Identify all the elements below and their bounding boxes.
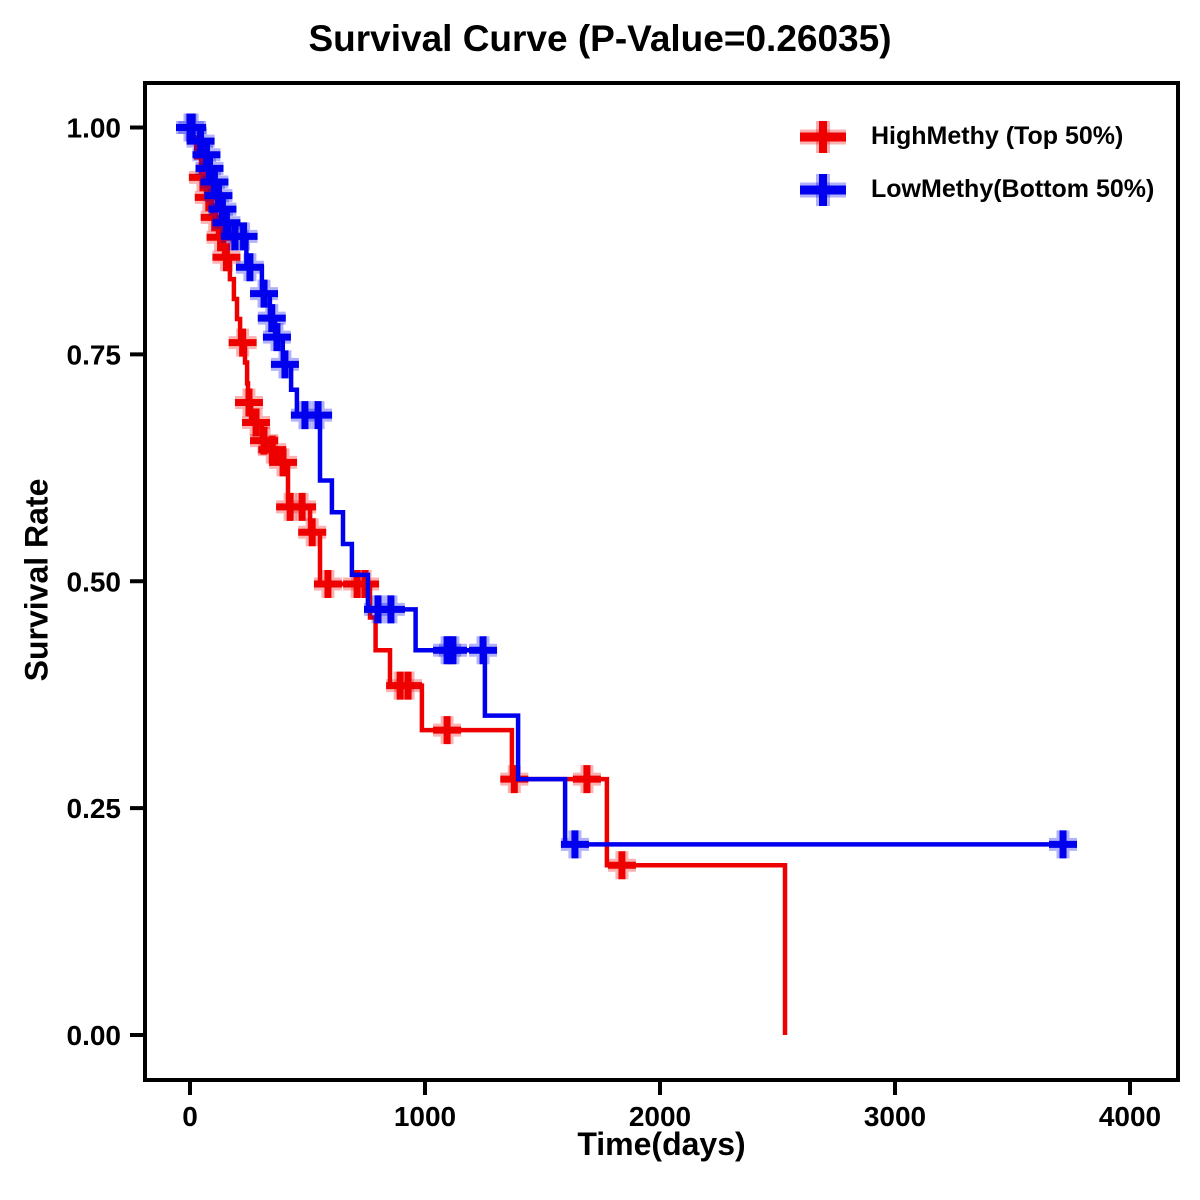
lowmethy-censor-mark	[304, 401, 333, 430]
lowmethy-censor-mark	[469, 636, 498, 665]
legend: HighMethy (Top 50%) LowMethy(Bottom 50%)	[797, 110, 1154, 216]
lowmethy-censor-mark	[250, 279, 279, 308]
y-tick-label: 0.75	[67, 339, 122, 370]
x-axis-label: Time(days)	[577, 1126, 746, 1162]
highmethy-censor-mark	[228, 328, 257, 357]
lowmethy-censor-mark	[204, 181, 233, 210]
y-axis-label: Survival Rate	[18, 478, 55, 682]
lowmethy-censor-mark	[208, 195, 237, 224]
lowmethy-censor-mark	[438, 636, 467, 665]
lowmethy-censor-mark	[195, 154, 224, 183]
lowmethy-curve	[190, 125, 1071, 847]
highmethy-censor-mark	[242, 408, 271, 437]
y-tick-label: 0.00	[67, 1020, 122, 1051]
red-cross-icon	[800, 120, 846, 153]
highmethy-censor-mark	[394, 671, 423, 700]
y-tick-label: 0.50	[67, 566, 122, 597]
x-tick-label: 0	[182, 1101, 198, 1132]
highmethy-curve	[190, 135, 788, 1035]
plot-border	[143, 81, 1180, 1082]
highmethy-censor-mark	[212, 243, 241, 272]
lowmethy-censor-mark	[270, 350, 299, 379]
highmethy-censor-mark	[433, 716, 462, 745]
chart-title: Survival Curve (P-Value=0.26035)	[308, 18, 892, 59]
y-tick-label: 0.25	[67, 793, 122, 824]
lowmethy-censor-mark	[257, 304, 286, 333]
lowmethy-censor-mark	[560, 830, 589, 859]
y-tick-label: 1.00	[67, 113, 122, 144]
lowmethy-censor-mark	[376, 595, 405, 624]
legend-label-lowmethy: LowMethy(Bottom 50%)	[871, 175, 1155, 203]
lowmethy-censor-mark	[229, 222, 258, 251]
lowmethy-censor-mark	[262, 323, 291, 352]
lowmethy-censor-mark	[200, 167, 229, 196]
highmethy-censor-mark	[288, 492, 317, 521]
x-tick-label: 2000	[629, 1101, 691, 1132]
highmethy-censor-mark	[269, 448, 298, 477]
highmethy-censor-mark	[572, 765, 601, 794]
highmethy-censor-mark	[298, 518, 327, 547]
lowmethy-censor-mark	[235, 253, 264, 282]
lowmethy-censor-mark	[1049, 830, 1078, 859]
highmethy-censor-mark	[313, 569, 342, 598]
legend-label-highmethy: HighMethy (Top 50%)	[871, 122, 1124, 150]
x-tick-label: 3000	[864, 1101, 926, 1132]
blue-cross-icon	[800, 173, 846, 206]
legend-item-highmethy: HighMethy (Top 50%)	[797, 110, 1154, 163]
x-tick-label: 1000	[394, 1101, 456, 1132]
highmethy-censor-mark	[234, 388, 263, 417]
highmethy-censor-mark	[607, 851, 636, 880]
legend-item-lowmethy: LowMethy(Bottom 50%)	[797, 163, 1154, 216]
x-tick-label: 4000	[1099, 1101, 1161, 1132]
